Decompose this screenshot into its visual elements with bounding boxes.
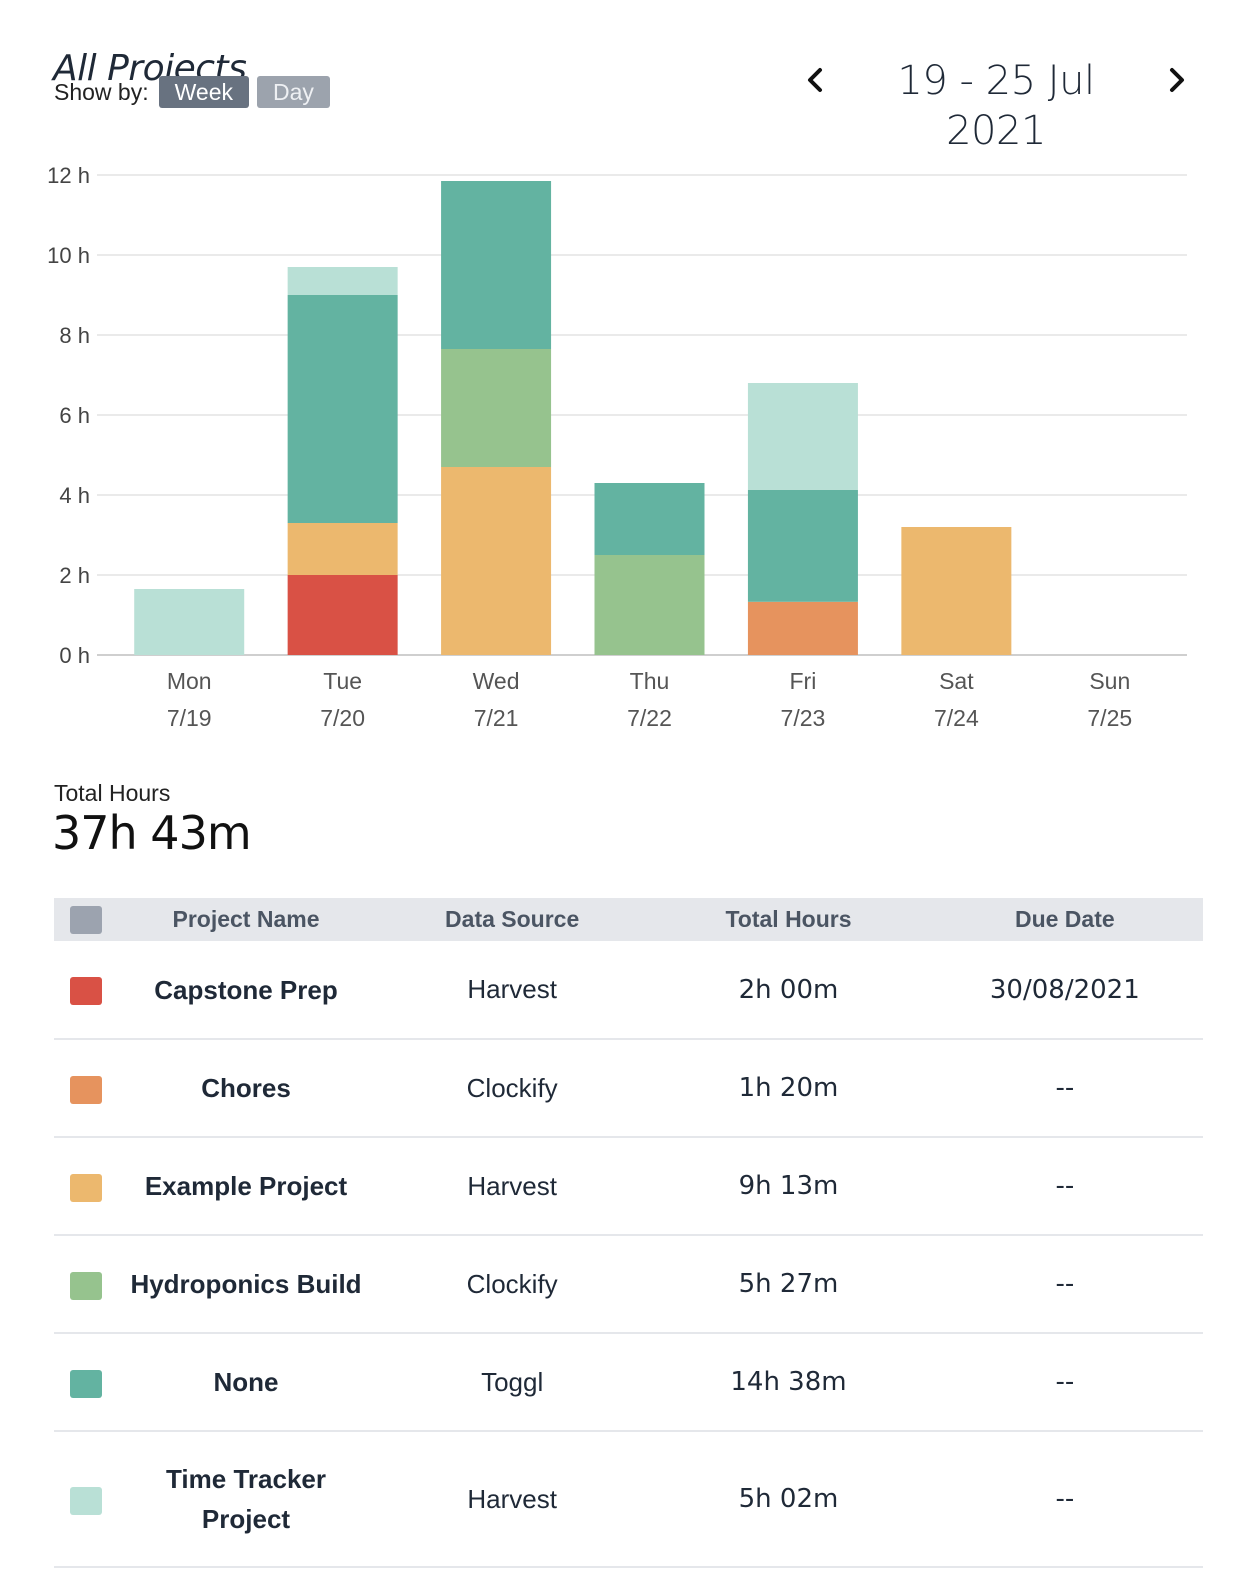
table-header-row: Project Name Data Source Total Hours Due… <box>54 898 1203 941</box>
project-color-swatch[interactable] <box>70 1369 102 1398</box>
x-tick-label: Fri <box>790 668 817 694</box>
x-tick-date: 7/19 <box>167 705 212 731</box>
bar-segment <box>441 349 552 467</box>
date-navigator: 19 - 25 Jul 2021 <box>796 56 1196 154</box>
table-row[interactable]: Time Tracker Project Harvest 5h 02m -- <box>54 1431 1203 1568</box>
bar-segment <box>441 181 552 349</box>
y-tick-label: 4 h <box>59 483 90 508</box>
project-name: None <box>118 1333 374 1432</box>
total-hours: 14h 38m <box>650 1333 927 1432</box>
x-tick-label: Wed <box>473 668 520 694</box>
due-date: -- <box>926 1039 1203 1138</box>
bar-segment <box>287 267 398 295</box>
project-color-swatch[interactable] <box>70 1075 102 1104</box>
data-source: Clockify <box>374 1039 651 1138</box>
week-toggle-button[interactable]: Week <box>158 76 249 108</box>
bar-segment <box>747 601 858 655</box>
x-tick-date: 7/23 <box>781 705 826 731</box>
total-hours: 1h 20m <box>650 1039 927 1138</box>
x-tick-label: Tue <box>323 668 362 694</box>
project-name: Chores <box>118 1039 374 1138</box>
show-by-label: Show by: <box>54 78 149 105</box>
x-tick-date: 7/24 <box>934 705 979 731</box>
data-source: Clockify <box>374 1235 651 1334</box>
x-tick-label: Sun <box>1089 668 1130 694</box>
due-date: -- <box>926 1137 1203 1236</box>
select-all-swatch[interactable] <box>54 898 118 941</box>
y-tick-label: 12 h <box>47 163 90 188</box>
total-hours-value: 37h 43m <box>52 806 252 860</box>
bar-segment <box>901 527 1012 655</box>
project-name: Example Project <box>118 1137 374 1236</box>
table-row[interactable]: Chores Clockify 1h 20m -- <box>54 1039 1203 1138</box>
bar-segment <box>287 523 398 575</box>
total-hours: 5h 27m <box>650 1235 927 1334</box>
data-source: Harvest <box>374 1137 651 1236</box>
column-header-project-name[interactable]: Project Name <box>172 906 320 932</box>
bar-segment <box>287 295 398 523</box>
show-by-control: Show by: Week Day <box>54 76 330 108</box>
project-name: Hydroponics Build <box>118 1235 374 1334</box>
x-tick-date: 7/21 <box>474 705 519 731</box>
project-color-swatch[interactable] <box>70 977 102 1006</box>
date-range-label: 19 - 25 Jul 2021 <box>897 58 1095 154</box>
y-tick-label: 6 h <box>59 403 90 428</box>
header-color-swatch[interactable] <box>70 905 102 934</box>
project-color-swatch[interactable] <box>70 1271 102 1300</box>
due-date: 30/08/2021 <box>926 941 1203 1040</box>
x-tick-date: 7/20 <box>320 705 365 731</box>
column-header-total-hours[interactable]: Total Hours <box>725 906 852 932</box>
hours-bar-chart: 0 h 2 h 4 h 6 h 8 h 10 h 12 h Mon 7/19 Tue 7/20 Wed… <box>47 163 1187 731</box>
table-row[interactable]: Example Project Harvest 9h 13m -- <box>54 1137 1203 1236</box>
table-row[interactable]: None Toggl 14h 38m -- <box>54 1333 1203 1432</box>
x-tick-label: Mon <box>167 668 212 694</box>
due-date: -- <box>926 1235 1203 1334</box>
data-source: Toggl <box>374 1333 651 1432</box>
y-tick-label: 10 h <box>47 243 90 268</box>
bar-segment <box>594 555 705 655</box>
bar-segment <box>747 489 858 602</box>
bar-segment <box>287 575 398 655</box>
due-date: -- <box>926 1431 1203 1568</box>
projects-table: Project Name Data Source Total Hours Due… <box>54 898 1203 1568</box>
y-tick-label: 0 h <box>59 643 90 668</box>
day-toggle-button[interactable]: Day <box>257 76 330 108</box>
chevron-right-icon[interactable] <box>1156 60 1196 100</box>
project-name: Time Tracker Project <box>118 1431 374 1568</box>
total-hours-label: Total Hours <box>54 780 171 806</box>
project-name: Capstone Prep <box>118 941 374 1040</box>
bar-segment <box>441 467 552 655</box>
column-header-data-source[interactable]: Data Source <box>445 906 580 932</box>
y-tick-label: 8 h <box>59 323 90 348</box>
table-row[interactable]: Hydroponics Build Clockify 5h 27m -- <box>54 1235 1203 1334</box>
project-color-swatch[interactable] <box>70 1486 102 1515</box>
table-row[interactable]: Capstone Prep Harvest 2h 00m 30/08/2021 <box>54 941 1203 1040</box>
due-date: -- <box>926 1333 1203 1432</box>
bar-segment <box>747 383 858 490</box>
x-tick-date: 7/22 <box>627 705 672 731</box>
total-hours: 5h 02m <box>650 1431 927 1568</box>
x-tick-label: Sat <box>939 668 974 694</box>
column-header-due-date[interactable]: Due Date <box>1014 906 1115 932</box>
data-source: Harvest <box>374 1431 651 1568</box>
total-hours: 2h 00m <box>650 941 927 1040</box>
project-color-swatch[interactable] <box>70 1173 102 1202</box>
chevron-left-icon[interactable] <box>796 60 836 100</box>
x-tick-date: 7/25 <box>1087 705 1132 731</box>
bar-segment <box>134 589 245 655</box>
y-tick-label: 2 h <box>59 563 90 588</box>
data-source: Harvest <box>374 941 651 1040</box>
bar-segment <box>594 483 705 555</box>
x-tick-label: Thu <box>630 668 670 694</box>
total-hours: 9h 13m <box>650 1137 927 1236</box>
